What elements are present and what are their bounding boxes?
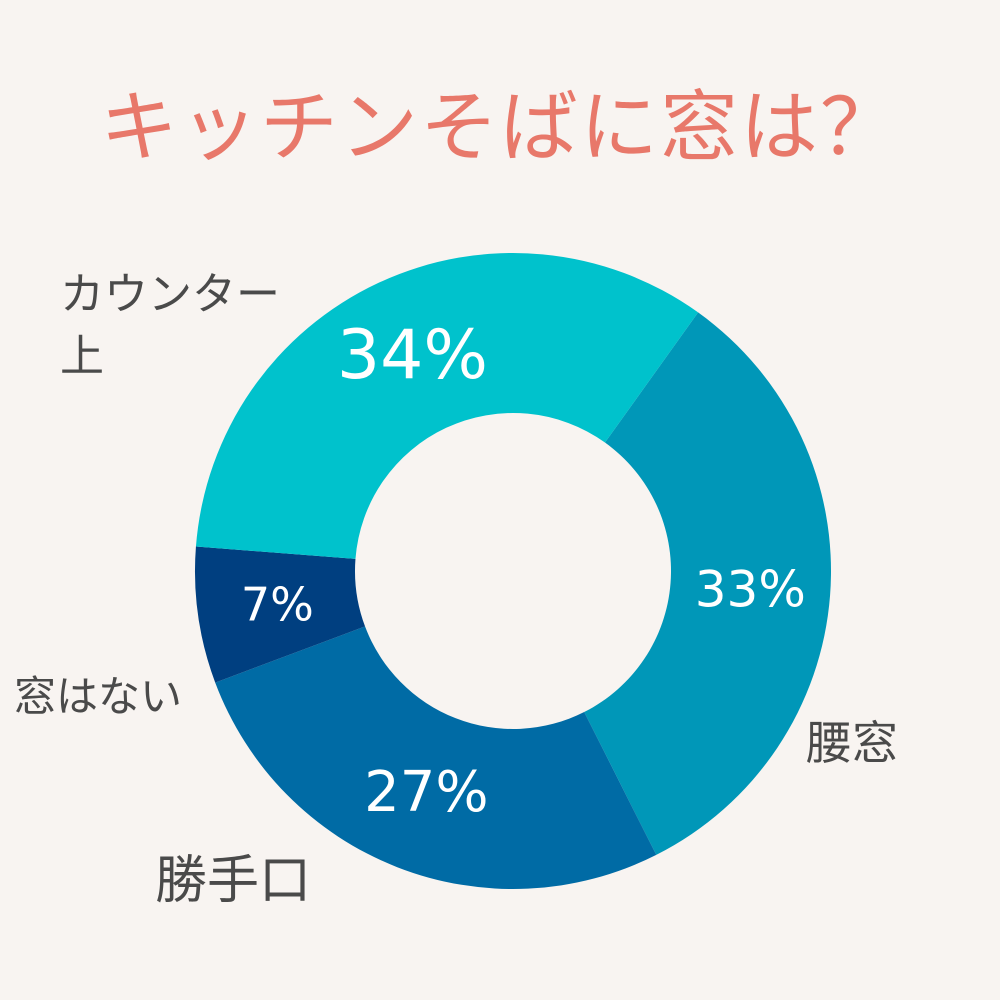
slice-value-label: 33%	[695, 560, 806, 618]
category-label-no-window: 窓はない	[14, 672, 183, 721]
slice-value-label: 34%	[337, 316, 488, 395]
donut-slice	[584, 312, 831, 855]
donut-slice	[215, 626, 657, 890]
donut-slice	[195, 252, 699, 559]
chart-title: キッチンそばに窓は？	[99, 83, 900, 173]
donut-slice	[195, 546, 366, 683]
category-label-katteguchi: 勝手口	[155, 851, 312, 911]
category-label-counter: カウンター 上	[60, 269, 280, 382]
slice-value-label: 27%	[364, 760, 488, 825]
category-label-koshimado: 腰窓	[806, 716, 898, 770]
slice-value-label: 7%	[241, 577, 314, 631]
